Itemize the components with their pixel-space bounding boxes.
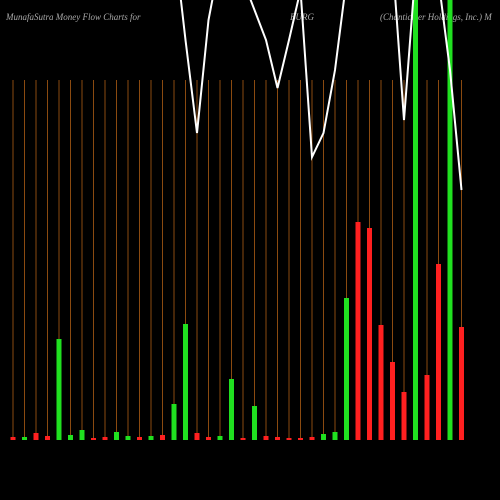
bar: [194, 433, 200, 440]
bar: [436, 264, 441, 440]
bar: [401, 392, 407, 440]
bar: [22, 437, 27, 440]
bar: [424, 375, 430, 440]
bar: [68, 435, 73, 440]
bar: [275, 437, 280, 440]
bar: [56, 339, 62, 440]
bar: [413, 0, 418, 440]
bar: [447, 0, 453, 440]
bar: [344, 298, 349, 440]
bar: [263, 436, 269, 440]
bar: [217, 436, 223, 440]
bar: [229, 379, 234, 440]
bar: [102, 437, 108, 440]
chart-title: MunafaSutra Money Flow Charts for: [5, 12, 141, 22]
bar: [459, 327, 464, 440]
bar: [309, 437, 315, 440]
bar: [125, 436, 131, 440]
bar: [298, 438, 303, 440]
bar: [286, 438, 292, 440]
bar: [321, 434, 326, 440]
bar: [114, 432, 119, 440]
bar: [252, 406, 257, 440]
bar: [206, 437, 211, 440]
bar: [79, 430, 85, 440]
bar: [183, 324, 188, 440]
bar: [332, 432, 338, 440]
bar: [390, 362, 395, 440]
bar: [10, 437, 16, 440]
flow-line: [179, 0, 463, 191]
bar: [378, 325, 384, 440]
bar: [355, 222, 361, 440]
bar: [33, 433, 39, 440]
bar: [160, 435, 165, 440]
company: (Chanticleer Holdings, Inc.) M: [380, 12, 492, 22]
bar: [91, 438, 96, 440]
bar: [148, 436, 154, 440]
bar: [137, 437, 142, 440]
bar: [45, 436, 50, 440]
bar: [240, 438, 246, 440]
bar: [367, 228, 372, 440]
bar: [171, 404, 177, 440]
